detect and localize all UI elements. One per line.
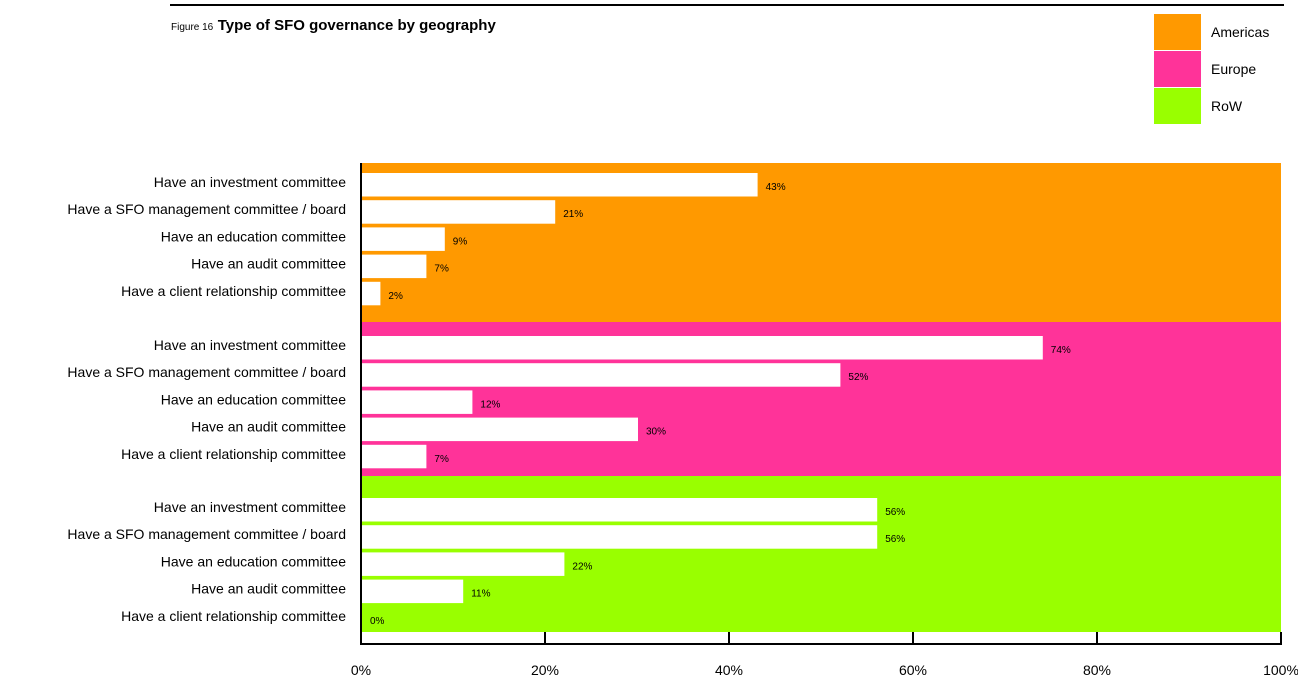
legend-label-americas: Americas [1211,24,1270,40]
data-label-americas-1: 43% [766,182,786,193]
legend-item-europe: Europe [1154,51,1269,87]
bar-europe-3 [362,390,473,414]
category-label-europe-5: Have a client relationship committee [121,446,346,462]
legend-item-americas: Americas [1154,14,1269,50]
category-label-americas-4: Have an audit committee [191,256,346,272]
category-label-row-2: Have a SFO management committee / board [67,526,346,542]
bar-europe-5 [362,444,427,469]
data-label-europe-5: 7% [434,454,449,465]
category-label-europe-4: Have an audit committee [191,419,346,435]
bar-row-4 [362,579,464,604]
legend-item-row: RoW [1154,88,1269,124]
top-rule [170,4,1284,6]
data-label-europe-1: 74% [1051,345,1071,356]
x-tick-label-40: 40% [715,662,743,678]
x-tick-label-20: 20% [531,662,559,678]
bar-row-2 [362,525,878,549]
category-label-europe-2: Have a SFO management committee / board [67,364,346,380]
data-label-row-2: 56% [885,534,905,545]
data-label-row-4: 11% [471,589,490,600]
bar-americas-4 [362,254,427,279]
bar-europe-1 [362,336,1043,360]
data-label-americas-3: 9% [453,236,468,247]
bar-europe-4 [362,417,638,442]
category-label-row-1: Have an investment committee [154,499,346,515]
data-label-row-1: 56% [885,507,905,518]
data-label-europe-2: 52% [848,372,868,383]
category-label-americas-5: Have a client relationship committee [121,283,346,299]
bar-americas-1 [362,173,758,197]
figure-number: Figure 16 [171,22,214,33]
legend-swatch-americas [1154,14,1201,50]
category-label-row-3: Have an education committee [161,553,346,569]
figure-title-text: Type of SFO governance by geography [217,17,496,34]
x-tick-label-0: 0% [351,662,371,678]
category-label-americas-3: Have an education committee [161,228,346,244]
data-label-americas-4: 7% [434,264,449,275]
bar-row-3 [362,552,565,576]
bar-row-1 [362,498,878,522]
figure-title: Figure 16 Type of SFO governance by geog… [171,17,496,35]
bar-americas-5 [362,281,381,306]
bar-americas-3 [362,227,445,251]
legend-swatch-row [1154,88,1201,124]
data-label-europe-3: 12% [480,399,500,410]
legend-label-europe: Europe [1211,61,1257,77]
legend-label-row: RoW [1211,98,1243,114]
bar-americas-2 [362,200,556,224]
category-label-europe-1: Have an investment committee [154,337,346,353]
category-label-row-5: Have a client relationship committee [121,608,346,624]
data-label-europe-4: 30% [646,427,666,438]
data-label-americas-5: 2% [388,291,403,302]
bar-europe-2 [362,363,841,387]
category-label-europe-3: Have an education committee [161,391,346,407]
data-label-row-3: 22% [572,561,592,572]
category-label-americas-1: Have an investment committee [154,174,346,190]
data-label-americas-2: 21% [563,209,583,220]
x-tick-label-60: 60% [899,662,927,678]
x-tick-label-80: 80% [1083,662,1111,678]
category-label-americas-2: Have a SFO management committee / board [67,201,346,217]
category-label-row-4: Have an audit committee [191,581,346,597]
legend-swatch-europe [1154,51,1201,87]
data-label-row-5: 0% [370,616,385,627]
legend: Americas Europe RoW [1154,14,1269,125]
x-tick-label-100: 100% [1263,662,1298,678]
